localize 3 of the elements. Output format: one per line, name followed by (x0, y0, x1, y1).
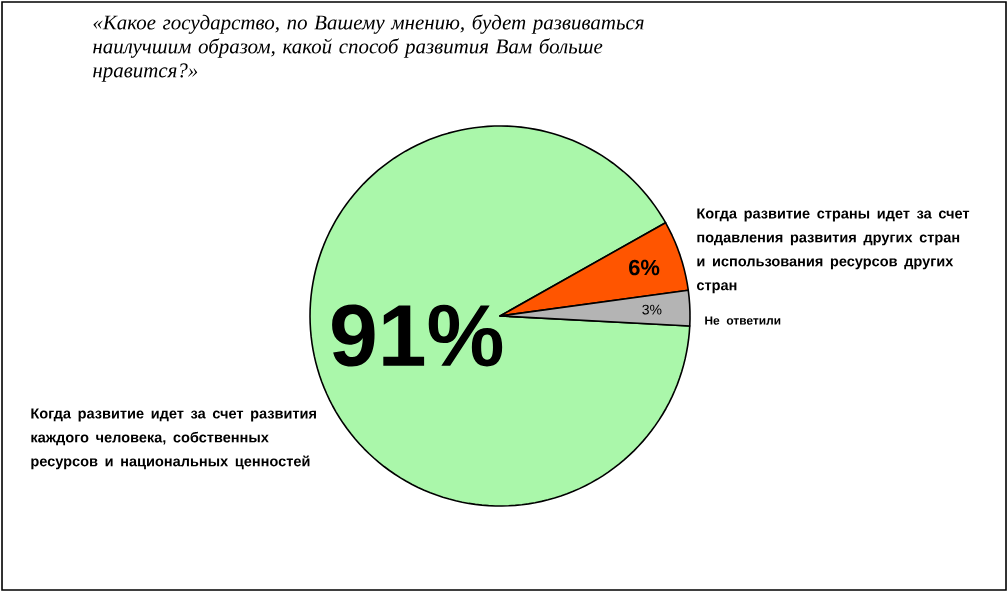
data-label: 91% (332, 304, 503, 367)
chart-title: «Какое государство, по Вашему мнению, будет развиваться наилучшим образом, какой способ развития Вам больше нравится?» (93, 14, 644, 82)
data-label: 6% (629, 259, 660, 276)
